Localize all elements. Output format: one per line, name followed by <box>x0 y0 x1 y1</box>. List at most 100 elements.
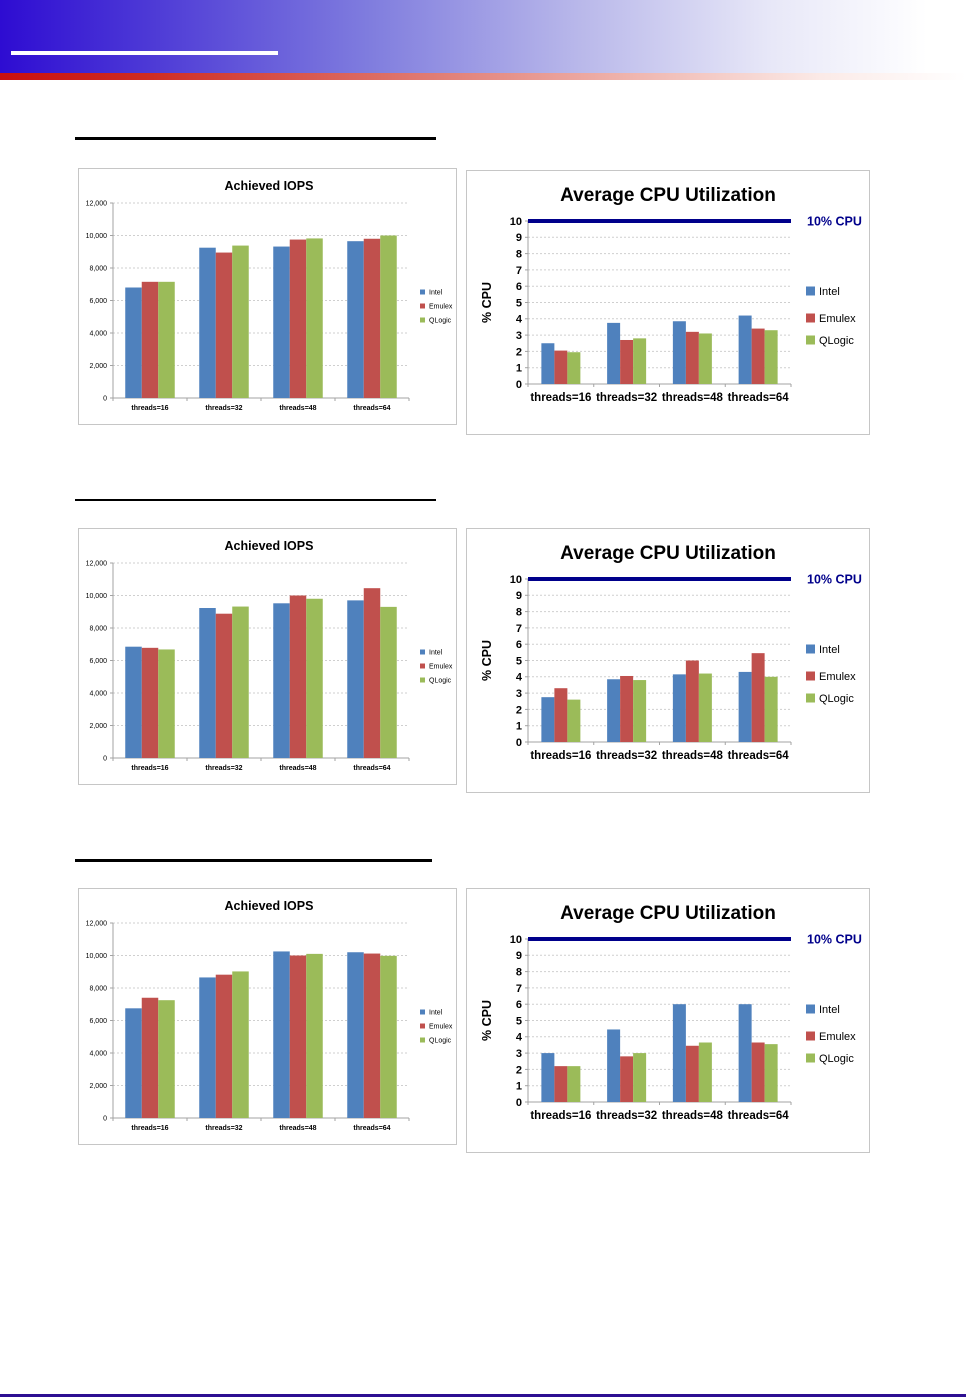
avg-cpu-utilization-chart-row2: 0 1 2 3 4 5 6 7 8 9 10 10% CPU Average CPU Utilizati… <box>466 528 870 793</box>
x-tick-label: threads=48 <box>279 765 316 772</box>
legend-label-qlogic: QLogic <box>819 1053 854 1065</box>
x-tick-label: threads=64 <box>353 405 390 412</box>
bar-intel-threads=64 <box>738 671 752 742</box>
bar-emulex-threads=48 <box>289 239 307 398</box>
y-tick-label: 9 <box>516 590 522 602</box>
y-tick-labels: 0 2,000 4,000 6,000 8,000 10,000 12,000 <box>86 920 108 1122</box>
y-tick-label: 10,000 <box>86 953 108 960</box>
footer-rule <box>0 1394 966 1397</box>
bar-qlogic-threads=32 <box>232 606 249 758</box>
bar-emulex-threads=64 <box>751 653 765 742</box>
chart-title: Achieved IOPS <box>225 539 314 553</box>
bar-intel-threads=32 <box>199 977 216 1118</box>
bar-qlogic-threads=48 <box>306 953 323 1118</box>
ref-line-label: 10% CPU <box>807 933 862 947</box>
bar-qlogic-threads=64 <box>380 606 397 758</box>
y-tick-label: 6 <box>516 639 522 651</box>
bar-qlogic-threads=32 <box>232 245 249 398</box>
bar-intel-threads=16 <box>541 697 555 742</box>
y-axis-title: % CPU <box>480 282 494 323</box>
chart-canvas: 0 2,000 4,000 6,000 8,000 10,000 12,000 Achieve… <box>86 539 453 772</box>
x-tick-label: threads=48 <box>279 1125 316 1132</box>
section-heading-rule-2 <box>75 499 436 501</box>
y-tick-label: 8,000 <box>89 265 107 272</box>
y-tick-label: 5 <box>516 297 522 309</box>
bar-qlogic-threads=32 <box>232 971 249 1118</box>
bar-intel-threads=32 <box>607 679 621 742</box>
bar-intel-threads=16 <box>541 1053 555 1102</box>
bar-intel-threads=48 <box>672 321 686 384</box>
y-tick-label: 3 <box>516 688 522 700</box>
x-tick-label: threads=32 <box>205 765 242 772</box>
y-tick-label: 1 <box>516 721 522 733</box>
chart-canvas: 0 1 2 3 4 5 6 7 8 9 10 10% CPU Average CPU Utilizati… <box>480 903 862 1122</box>
x-tick-label: threads=32 <box>596 1110 657 1122</box>
y-tick-label: 4,000 <box>89 330 107 337</box>
bar-qlogic-threads=48 <box>306 598 323 758</box>
bar-intel-threads=64 <box>347 952 364 1118</box>
legend-swatch-intel <box>420 649 425 655</box>
legend-swatch-intel <box>806 286 815 296</box>
legend-label-intel: Intel <box>429 1009 443 1016</box>
bar-intel-threads=16 <box>125 1008 142 1118</box>
legend-swatch-intel <box>806 1004 815 1014</box>
legend-swatch-emulex <box>806 671 815 681</box>
x-tick-label: threads=48 <box>662 750 724 762</box>
y-tick-label: 2 <box>516 346 522 358</box>
bar-qlogic-threads=32 <box>633 338 647 384</box>
bars <box>125 235 397 398</box>
legend: Intel Emulex QLogic <box>420 289 453 324</box>
bar-qlogic-threads=16 <box>158 1000 175 1118</box>
bar-intel-threads=32 <box>199 608 216 758</box>
y-tick-label: 4 <box>516 314 523 326</box>
y-tick-label: 0 <box>103 395 107 402</box>
y-tick-label: 9 <box>516 950 522 962</box>
bar-qlogic-threads=48 <box>698 1042 712 1102</box>
y-tick-labels: 0 1 2 3 4 5 6 7 8 9 10 <box>510 574 523 749</box>
bar-emulex-threads=32 <box>215 252 233 398</box>
bars <box>541 653 778 742</box>
bars <box>125 951 397 1118</box>
y-tick-label: 10 <box>510 574 522 586</box>
x-tick-label: threads=64 <box>353 1125 390 1132</box>
chart-canvas: 0 1 2 3 4 5 6 7 8 9 10 10% CPU Average CPU Utilizati… <box>480 543 862 762</box>
bar-emulex-threads=16 <box>554 350 568 384</box>
y-tick-label: 0 <box>516 1097 522 1109</box>
banner-title-underline <box>11 51 278 55</box>
chart-title: Average CPU Utilization <box>560 903 776 924</box>
achieved-iops-chart-row1: 0 2,000 4,000 6,000 8,000 10,000 12,000 Achieve… <box>78 168 457 425</box>
bar-qlogic-threads=32 <box>633 1053 647 1102</box>
bar-emulex-threads=64 <box>751 328 765 384</box>
legend-label-qlogic: QLogic <box>429 1037 452 1044</box>
legend-swatch-emulex <box>420 663 425 669</box>
bar-intel-threads=64 <box>738 315 752 384</box>
bar-emulex-threads=16 <box>554 1066 568 1102</box>
y-tick-label: 7 <box>516 265 522 277</box>
bar-intel-threads=48 <box>672 1004 686 1102</box>
bar-emulex-threads=32 <box>620 339 634 384</box>
y-tick-label: 0 <box>516 737 522 749</box>
legend: Intel Emulex QLogic <box>806 644 856 705</box>
y-tick-label: 2,000 <box>89 363 107 370</box>
y-tick-labels: 0 2,000 4,000 6,000 8,000 10,000 12,000 <box>86 200 108 402</box>
bar-emulex-threads=48 <box>289 595 307 758</box>
legend: Intel Emulex QLogic <box>420 1009 453 1044</box>
bar-emulex-threads=64 <box>363 238 381 398</box>
bars <box>125 588 397 758</box>
y-tick-label: 9 <box>516 232 522 244</box>
chart-canvas: 0 2,000 4,000 6,000 8,000 10,000 12,000 Achieve… <box>86 899 453 1132</box>
bar-qlogic-threads=64 <box>380 955 397 1118</box>
y-tick-label: 5 <box>516 655 522 667</box>
y-tick-label: 4 <box>516 1032 523 1044</box>
x-tick-label: threads=32 <box>205 1125 242 1132</box>
legend-label-intel: Intel <box>429 649 443 656</box>
x-tick-label: threads=16 <box>131 765 168 772</box>
x-tick-label: threads=64 <box>728 392 790 404</box>
y-tick-label: 3 <box>516 1048 522 1060</box>
y-tick-label: 5 <box>516 1015 522 1027</box>
bar-emulex-threads=48 <box>685 1045 699 1102</box>
legend-swatch-intel <box>806 644 815 654</box>
legend-label-qlogic: QLogic <box>429 677 452 684</box>
y-tick-label: 12,000 <box>86 920 108 927</box>
bar-intel-threads=32 <box>199 247 216 398</box>
